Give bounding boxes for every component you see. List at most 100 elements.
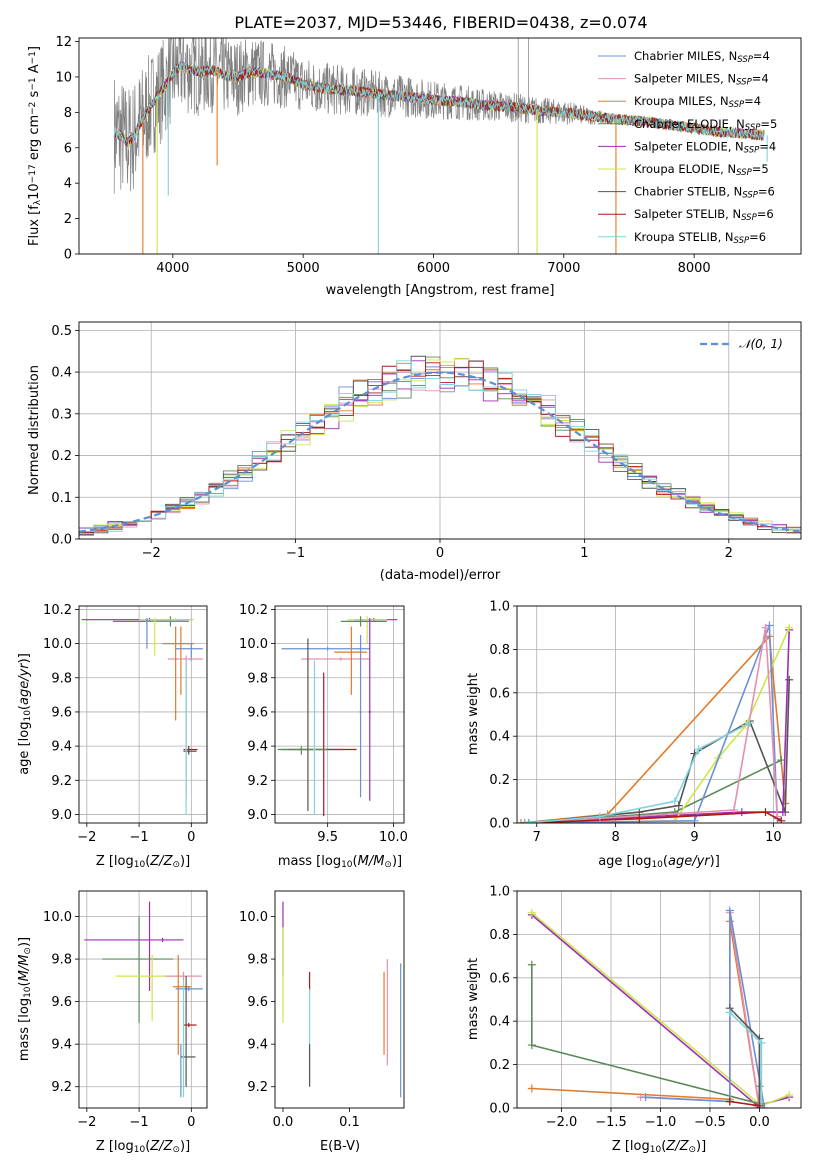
y-tick-label: 4 xyxy=(64,177,72,192)
data-point xyxy=(313,660,316,815)
x-tick-label: 8000 xyxy=(678,261,711,276)
y-tick-label: 1.0 xyxy=(489,600,510,615)
legend-entry-part: Kroupa STELIB, N xyxy=(634,230,734,244)
weight-series-line xyxy=(524,627,779,823)
weight-point-marker xyxy=(517,819,525,823)
y-tick-label: 0.1 xyxy=(51,491,72,506)
x-axis-label-part: ( xyxy=(145,854,150,869)
x-tick-label: −0.5 xyxy=(694,1115,726,1130)
weight-point-marker xyxy=(755,1101,764,1108)
y-tick-label: 0.2 xyxy=(51,449,72,464)
axes-frame xyxy=(78,890,208,1109)
grid xyxy=(79,606,207,823)
spectrum-panel: 4000 5000 6000 7000 8000 0 2 4 6 8 10 12 wavelength … xyxy=(27,35,802,298)
y-tick-label: 0.4 xyxy=(489,730,510,745)
x-tick-label: 0 xyxy=(436,546,444,561)
y-tick-label: 0.2 xyxy=(489,773,510,788)
legend-entry-part: SSP xyxy=(744,146,760,156)
y-tick-label: 0.6 xyxy=(489,971,510,986)
y-tick-label: 10.0 xyxy=(43,637,72,652)
x-axis-label-part: ( xyxy=(661,1139,666,1154)
weight-series-line xyxy=(729,1100,760,1107)
y-tick-label: 12 xyxy=(55,35,72,50)
x-tick-label: −2 xyxy=(77,1115,96,1130)
weight-point-marker xyxy=(694,745,703,754)
y-axis-label: mass weight xyxy=(466,958,481,1040)
plot-area xyxy=(79,355,801,536)
x-axis-label: mass [log10(M/M⊙)] xyxy=(278,854,402,870)
y-axis-label-part: ( xyxy=(17,981,32,986)
x-axis-label: wavelength [Angstrom, rest frame] xyxy=(326,283,555,298)
legend-entry-part: =5 xyxy=(760,117,777,131)
y-axis-label-part: −17 xyxy=(28,164,38,183)
x-tick-label: 6000 xyxy=(417,261,450,276)
legend-entry: Kroupa STELIB, NSSP=6 xyxy=(634,230,766,246)
x-tick-label: 2 xyxy=(725,546,733,561)
y-tick-label: 0 xyxy=(64,248,72,263)
plot-area xyxy=(517,621,794,823)
data-point xyxy=(182,980,185,1098)
y-tick-label: 9.8 xyxy=(51,671,72,686)
x-tick-label: 7 xyxy=(533,830,541,845)
y-axis-label-part: age/yr xyxy=(17,662,32,705)
y-tick-label: 9.6 xyxy=(51,995,72,1010)
legend-entry-part: SSP xyxy=(734,236,750,246)
weight-point-marker xyxy=(778,808,787,817)
y-axis-label-part: 10 xyxy=(27,183,42,200)
y-tick-label: 0.0 xyxy=(51,533,72,548)
legend-entry: Salpeter STELIB, NSSP=6 xyxy=(634,207,774,223)
data-point xyxy=(334,626,368,695)
y-axis-label-part: λ xyxy=(33,199,43,205)
weight-point-marker xyxy=(729,805,738,814)
plot-area xyxy=(277,616,398,817)
age-vs-metallicity-panel: −2 −1 09.09.29.49.69.810.010.2Z [log10(Z/Z… xyxy=(17,603,208,870)
data-point xyxy=(183,747,197,755)
weight-point-marker xyxy=(527,960,536,969)
x-tick-label: 1 xyxy=(580,546,588,561)
legend-entry-part: Kroupa ELODIE, N xyxy=(634,162,736,176)
x-tick-label: 9.5 xyxy=(317,830,338,845)
y-tick-label: 0.6 xyxy=(489,686,510,701)
weight-series-line xyxy=(524,722,751,823)
data-point xyxy=(301,657,370,661)
weight-point-marker xyxy=(690,816,699,823)
x-axis-label: Z [log10(Z/Z⊙)] xyxy=(612,1139,706,1155)
residuals-panel: −2 −1 0 1 2 0.0 0.1 0.2 0.3 0.4 0.5 (data-model)/er… xyxy=(27,321,802,583)
legend-entry-part: =6 xyxy=(757,207,774,221)
legend-entry-part: Salpeter ELODIE, N xyxy=(634,139,744,153)
x-axis-label-part: ⊙ xyxy=(172,860,180,870)
y-axis-label-part: M/M xyxy=(17,955,32,982)
x-axis-label: (data-model)/error xyxy=(380,568,501,583)
x-axis-label-part: wavelength [Angstrom, rest frame] xyxy=(326,283,555,298)
legend-entry: Salpeter MILES, NSSP=4 xyxy=(634,72,769,88)
x-tick-label: −2.0 xyxy=(546,1115,578,1130)
data-point xyxy=(277,746,328,755)
y-tick-label: 0.8 xyxy=(489,928,510,943)
legend-entry-part: Kroupa MILES, N xyxy=(634,94,729,108)
weight-point-marker xyxy=(635,814,644,823)
x-tick-label: 10 xyxy=(765,830,782,845)
legend-entry-part: SSP xyxy=(729,100,745,110)
data-point xyxy=(152,617,158,656)
y-tick-label: 9.8 xyxy=(247,953,268,968)
y-axis-label-part: mass [log xyxy=(17,998,32,1061)
legend-entry-part: =5 xyxy=(752,162,769,176)
x-axis-label-part: mass [log xyxy=(278,854,341,869)
y-tick-label: 9.6 xyxy=(247,705,268,720)
x-tick-label: −1.5 xyxy=(595,1115,627,1130)
weight-point-marker xyxy=(761,623,770,632)
data-point xyxy=(347,616,387,644)
y-tick-label: 10 xyxy=(55,70,72,85)
y-axis-label: Normed distribution xyxy=(27,365,42,495)
y-tick-label: 9.2 xyxy=(51,774,72,789)
x-axis-label-part: Z [log xyxy=(96,854,134,869)
weight-point-marker xyxy=(745,719,754,728)
x-axis-label-part: 10 xyxy=(341,860,353,870)
y-tick-label: 10.2 xyxy=(239,603,268,618)
data-point xyxy=(144,617,187,649)
x-tick-label: 10.0 xyxy=(379,830,408,845)
y-tick-label: 0.4 xyxy=(51,366,72,381)
weight-point-marker xyxy=(725,906,734,915)
y-tick-label: 0.4 xyxy=(489,1015,510,1030)
